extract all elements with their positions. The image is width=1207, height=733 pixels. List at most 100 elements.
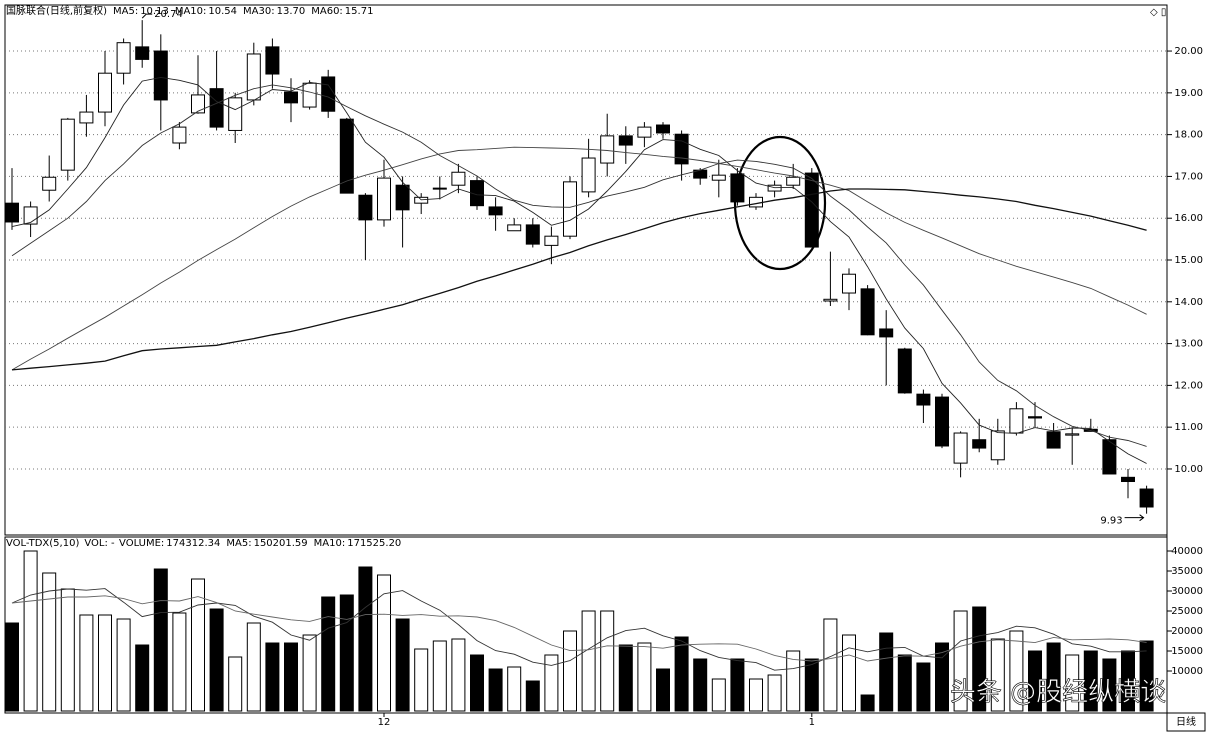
min-arrow bbox=[1124, 514, 1145, 522]
y-tick-label: 11.00 bbox=[1174, 422, 1203, 433]
volume-bar bbox=[1028, 650, 1042, 712]
candle-body bbox=[637, 126, 652, 138]
candle-body bbox=[284, 91, 298, 104]
legend-name: MA10: bbox=[314, 538, 346, 549]
y-tick-label: 25000 bbox=[1171, 606, 1203, 617]
volume-bar bbox=[377, 574, 391, 712]
volume-bar bbox=[842, 634, 856, 712]
candle-body bbox=[916, 393, 931, 406]
volume-bar bbox=[1139, 640, 1154, 712]
candle-body bbox=[1065, 433, 1080, 436]
volume-bar bbox=[786, 650, 801, 712]
legend-value: 13.70 bbox=[277, 6, 306, 17]
candle-body bbox=[786, 176, 801, 186]
candle-body bbox=[563, 181, 577, 237]
period-label: 日线 bbox=[1176, 715, 1196, 728]
volume-bar bbox=[1121, 650, 1135, 712]
volume-bar bbox=[897, 654, 912, 712]
volume-bar bbox=[153, 568, 168, 712]
legend-name: MA5: bbox=[113, 6, 138, 17]
candle-body bbox=[507, 224, 522, 232]
volume-bar bbox=[284, 642, 298, 712]
candle-body bbox=[879, 328, 894, 338]
highlight-circle bbox=[733, 135, 827, 271]
legend-name: MA10: bbox=[175, 6, 207, 17]
candle-body bbox=[804, 172, 819, 248]
volume-bar bbox=[191, 578, 205, 712]
volume-bar bbox=[42, 572, 57, 712]
min-label: 9.93 bbox=[1100, 516, 1122, 527]
volume-bar bbox=[358, 566, 373, 712]
y-tick-label: 20.00 bbox=[1174, 46, 1203, 57]
price-header: 国脉联合(日线,前复权) MA5: 10.13 MA10: 10.54 MA30: 13.7… bbox=[6, 4, 373, 17]
y-tick-label: 16.00 bbox=[1174, 213, 1203, 224]
title: VOL-TDX(5,10) bbox=[6, 538, 79, 549]
volume-bar bbox=[693, 658, 708, 712]
y-tick-label: 30000 bbox=[1171, 586, 1203, 597]
x-tick-label: 1 bbox=[809, 717, 815, 728]
candle-body bbox=[377, 177, 391, 221]
legend-value: 15.71 bbox=[345, 6, 374, 17]
candle-body bbox=[488, 206, 503, 216]
candle-body bbox=[135, 46, 150, 60]
candle-body bbox=[860, 288, 875, 336]
candle-body bbox=[228, 97, 243, 131]
y-tick-label: 18.00 bbox=[1174, 130, 1203, 141]
max-label: 20.74 bbox=[154, 9, 183, 20]
volume-name: VOLUME: bbox=[119, 538, 164, 549]
candle-body bbox=[842, 273, 856, 294]
volume-bar bbox=[656, 668, 670, 712]
legend-name: MA30: bbox=[243, 6, 275, 17]
volume-bar bbox=[79, 614, 94, 712]
candle-body bbox=[395, 184, 410, 211]
candle-body bbox=[972, 439, 987, 449]
volume-bar bbox=[228, 656, 243, 712]
volume-bar bbox=[525, 680, 540, 712]
vol-label: VOL: - bbox=[84, 538, 115, 549]
volume-bar bbox=[730, 658, 745, 712]
volume-bar bbox=[935, 642, 949, 712]
candle-body bbox=[358, 194, 373, 221]
volume-bar bbox=[990, 638, 1005, 712]
volume-bar bbox=[488, 668, 503, 712]
candle-body bbox=[1046, 431, 1061, 449]
ma-line bbox=[11, 84, 1147, 447]
title: 国脉联合(日线,前复权) bbox=[6, 4, 107, 17]
candle-body bbox=[191, 94, 205, 114]
max-arrow bbox=[141, 13, 153, 19]
volume-bar bbox=[637, 642, 652, 712]
volume-bar bbox=[98, 614, 112, 712]
candle-body bbox=[60, 118, 75, 171]
volume-bar bbox=[507, 666, 522, 712]
volume-current: 174312.34 bbox=[166, 538, 220, 549]
volume-bar bbox=[246, 622, 261, 712]
ma-line bbox=[11, 188, 1147, 371]
candle-body bbox=[711, 174, 726, 181]
candle-body bbox=[116, 42, 131, 74]
volume-bar bbox=[1046, 642, 1061, 712]
volume-bar bbox=[823, 618, 838, 712]
volume-bar bbox=[953, 610, 968, 712]
volume-bar bbox=[1083, 650, 1098, 712]
volume-bar bbox=[60, 588, 75, 712]
volume-bar bbox=[1065, 654, 1080, 712]
candle-body bbox=[544, 235, 559, 246]
volume-bar bbox=[432, 640, 447, 712]
y-tick-label: 17.00 bbox=[1174, 171, 1203, 182]
candle-body bbox=[302, 82, 317, 108]
watermark: 头条 @股经纵横谈 bbox=[950, 678, 1166, 708]
volume-bar bbox=[116, 618, 131, 712]
candle-body bbox=[600, 135, 615, 164]
candle-body bbox=[674, 133, 689, 165]
candle-body bbox=[1028, 416, 1042, 419]
volume-bar bbox=[749, 678, 763, 712]
volume-bar bbox=[972, 606, 987, 712]
candle-body bbox=[1102, 439, 1117, 475]
y-tick-label: 12.00 bbox=[1174, 380, 1203, 391]
volume-bar bbox=[321, 596, 336, 712]
candle-body bbox=[953, 432, 968, 464]
y-tick-label: 14.00 bbox=[1174, 297, 1203, 308]
ma-line bbox=[11, 76, 1147, 464]
volume-bar bbox=[451, 638, 466, 712]
